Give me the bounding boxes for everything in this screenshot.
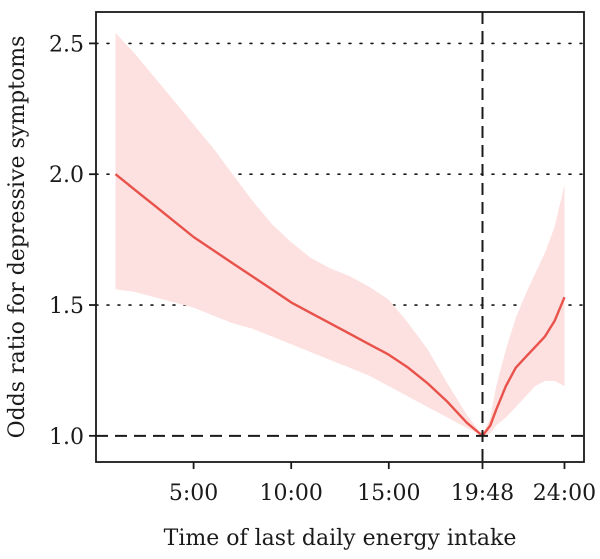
x-tick-label: 10:00 — [259, 481, 322, 506]
y-tick-label: 1.5 — [49, 294, 84, 319]
y-tick-label: 2.0 — [49, 163, 84, 188]
plot-frame — [95, 11, 585, 463]
x-axis-title: Time of last daily energy intake — [164, 526, 517, 551]
axis-ticks: 1.0 1.5 2.0 2.5 5:00 10:00 15:00 19:48 24:00 — [49, 32, 596, 506]
confidence-band — [115, 32, 565, 436]
y-tick-label: 1.0 — [49, 425, 84, 450]
reference-lines — [96, 12, 584, 462]
y-axis-title: Odds ratio for depressive symptoms — [5, 36, 30, 439]
x-tick-label: 5:00 — [169, 481, 218, 506]
odds-ratio-series — [114, 173, 566, 437]
x-tick-label: 24:00 — [533, 481, 596, 506]
odds-ratio-line — [114, 173, 566, 437]
x-tick-label: 15:00 — [357, 481, 420, 506]
confidence-band-area — [115, 32, 565, 436]
x-tick-label: 19:48 — [451, 481, 514, 506]
y-tick-label: 2.5 — [49, 32, 84, 57]
